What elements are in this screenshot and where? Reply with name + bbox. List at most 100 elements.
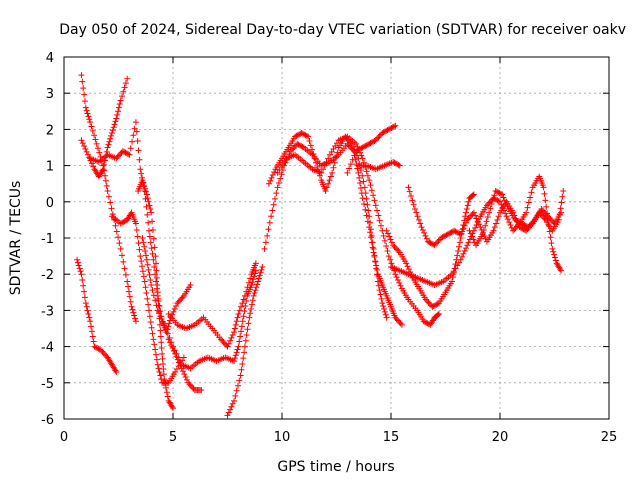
- data-point: [370, 192, 377, 199]
- data-point: [107, 199, 114, 206]
- data-point: [417, 220, 424, 227]
- data-point: [105, 141, 112, 148]
- data-point: [220, 339, 227, 346]
- data-point: [391, 159, 398, 166]
- data-point: [546, 214, 553, 221]
- data-point: [147, 239, 154, 246]
- data-point: [254, 281, 261, 288]
- data-point: [453, 229, 460, 236]
- data-point: [150, 235, 157, 242]
- data-point: [154, 289, 161, 296]
- data-point: [425, 299, 432, 306]
- data-point: [374, 271, 381, 278]
- data-point: [238, 303, 245, 310]
- data-point: [455, 248, 462, 255]
- data-point: [375, 212, 382, 219]
- y-tick-label: 4: [46, 51, 54, 66]
- y-tick-label: -6: [41, 413, 54, 428]
- data-point: [117, 220, 124, 227]
- data-point: [170, 308, 177, 315]
- data-point: [353, 140, 360, 147]
- data-point: [143, 191, 150, 198]
- data-point: [95, 345, 102, 352]
- data-point: [422, 296, 429, 303]
- y-tick-label: -1: [41, 232, 54, 247]
- data-point: [359, 144, 366, 151]
- data-point: [542, 197, 549, 204]
- data-point: [432, 240, 439, 247]
- x-tick-label: 10: [274, 430, 291, 445]
- data-point: [231, 329, 238, 336]
- data-point: [302, 132, 309, 139]
- data-point: [299, 130, 306, 137]
- data-point: [502, 210, 509, 217]
- data-point: [247, 275, 254, 282]
- data-point: [170, 347, 177, 354]
- data-point: [231, 355, 238, 362]
- data-point: [225, 340, 232, 347]
- data-point: [144, 211, 151, 218]
- data-point: [355, 146, 362, 153]
- data-point: [385, 126, 392, 133]
- data-point: [459, 228, 466, 235]
- data-point: [146, 202, 153, 209]
- data-point: [186, 381, 193, 388]
- data-point: [559, 193, 566, 200]
- data-point: [307, 142, 314, 149]
- data-point: [142, 284, 149, 291]
- data-point: [122, 149, 129, 156]
- data-point: [82, 104, 89, 111]
- data-point: [112, 118, 119, 125]
- data-point: [138, 170, 145, 177]
- data-point: [250, 276, 257, 283]
- data-point: [423, 235, 430, 242]
- data-point: [79, 78, 86, 85]
- data-point: [377, 222, 384, 229]
- data-point: [380, 232, 387, 239]
- data-point: [385, 253, 392, 260]
- data-point: [94, 345, 101, 352]
- data-point: [187, 382, 194, 389]
- data-point: [351, 152, 358, 159]
- data-point: [483, 202, 490, 209]
- data-point: [550, 219, 557, 226]
- data-point: [88, 323, 95, 330]
- data-point: [153, 274, 160, 281]
- data-point: [479, 231, 486, 238]
- data-point: [233, 387, 240, 394]
- data-point: [228, 334, 235, 341]
- data-point: [141, 182, 148, 189]
- y-axis-label: SDTVAR / TECUs: [8, 181, 24, 296]
- data-point: [376, 217, 383, 224]
- data-point: [219, 337, 226, 344]
- data-point: [363, 142, 370, 149]
- data-point: [354, 165, 361, 172]
- data-point: [472, 224, 479, 231]
- data-point: [117, 245, 124, 252]
- data-point: [234, 314, 241, 321]
- data-point: [146, 233, 153, 240]
- data-point: [118, 252, 125, 259]
- data-point: [496, 190, 503, 197]
- data-point: [249, 279, 256, 286]
- data-point: [384, 248, 391, 255]
- data-point: [120, 219, 127, 226]
- data-point: [298, 143, 305, 150]
- data-point: [161, 376, 168, 383]
- data-point: [79, 140, 86, 147]
- data-point: [368, 232, 375, 239]
- data-point: [517, 219, 524, 226]
- data-point: [467, 230, 474, 237]
- data-point: [147, 276, 154, 283]
- data-point: [440, 233, 447, 240]
- data-point: [465, 239, 472, 246]
- data-point: [159, 318, 166, 325]
- data-point: [270, 201, 277, 208]
- data-point: [370, 138, 377, 145]
- data-point: [384, 127, 391, 134]
- data-point: [133, 128, 140, 135]
- data-point: [393, 316, 400, 323]
- data-point: [240, 313, 247, 320]
- data-point: [176, 359, 183, 366]
